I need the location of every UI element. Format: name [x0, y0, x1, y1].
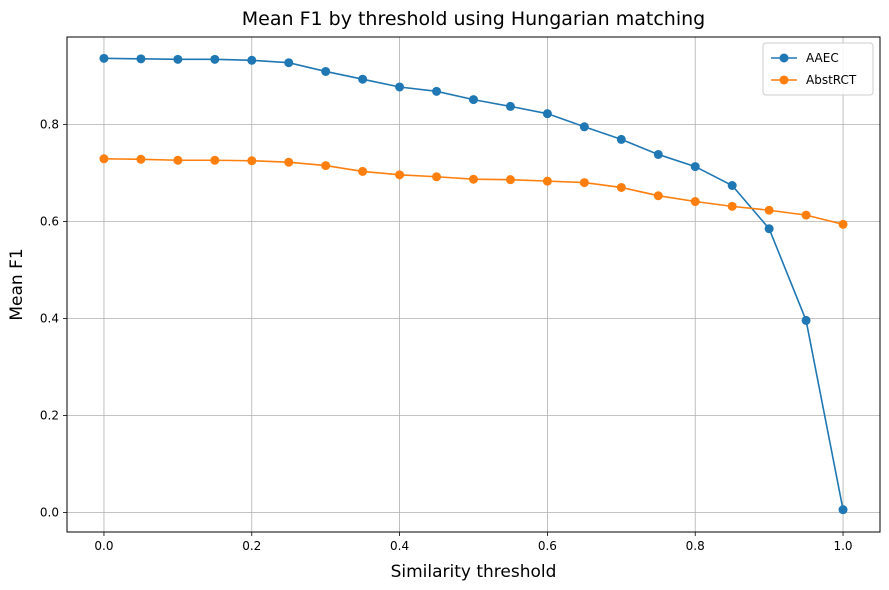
data-point — [210, 155, 220, 165]
legend-label: AbstRCT — [806, 73, 857, 87]
data-point — [801, 210, 811, 220]
data-point — [99, 53, 109, 63]
data-point — [653, 149, 663, 159]
legend-label: AAEC — [806, 51, 839, 65]
data-point — [173, 54, 183, 64]
data-point — [579, 178, 589, 188]
data-point — [616, 134, 626, 144]
data-point — [469, 174, 478, 184]
data-point — [764, 224, 774, 234]
y-axis-label: Mean F1 — [7, 248, 27, 320]
data-point — [616, 182, 626, 192]
data-point — [136, 154, 146, 164]
y-tick-label: 0.6 — [40, 214, 59, 228]
legend-marker-swatch — [779, 53, 789, 63]
grid-lines — [67, 37, 880, 532]
data-point — [542, 176, 552, 186]
y-tick-label: 0.8 — [40, 117, 59, 131]
series-group — [99, 53, 848, 515]
data-point — [358, 166, 368, 176]
data-point — [542, 109, 552, 119]
y-tick-label: 0.4 — [40, 311, 59, 325]
data-point — [321, 161, 331, 171]
chart-title: Mean F1 by threshold using Hungarian mat… — [242, 8, 705, 30]
y-tick-label: 0.0 — [40, 506, 59, 520]
data-point — [579, 122, 589, 132]
data-point — [432, 86, 442, 96]
data-point — [432, 172, 442, 182]
x-tick-label: 1.0 — [833, 539, 852, 553]
legend-box — [762, 42, 874, 96]
x-axis-label: Similarity threshold — [391, 562, 557, 582]
data-point — [284, 157, 294, 167]
data-point — [838, 219, 848, 229]
data-point — [395, 170, 405, 180]
data-point — [838, 505, 848, 515]
data-point — [284, 58, 294, 68]
x-tick-label: 0.2 — [242, 539, 261, 553]
data-point — [136, 54, 146, 64]
data-point — [690, 197, 700, 207]
data-point — [727, 201, 737, 211]
data-point — [505, 101, 515, 111]
data-point — [321, 66, 331, 76]
data-point — [505, 175, 515, 185]
data-point — [358, 74, 368, 84]
series-aaec — [99, 53, 848, 515]
plot-area-frame — [66, 36, 881, 533]
data-point — [395, 82, 405, 92]
series-abstrct — [99, 154, 848, 229]
data-point — [247, 55, 257, 65]
data-point — [210, 54, 220, 64]
x-tick-label: 0.8 — [686, 539, 705, 553]
x-tick-label: 0.4 — [390, 539, 409, 553]
data-point — [801, 315, 811, 325]
data-point — [653, 191, 663, 201]
data-point — [469, 95, 478, 105]
legend: AAEC AbstRCT — [762, 42, 874, 96]
legend-marker-swatch — [779, 75, 789, 85]
data-point — [247, 156, 257, 166]
y-tick-label: 0.2 — [40, 409, 59, 423]
axis-ticks: 0.0 0.2 0.4 0.6 0.8 1.0 0.0 0.2 0.4 0.6 0.8 — [40, 117, 853, 553]
data-point — [690, 162, 700, 172]
x-tick-label: 0.0 — [94, 539, 113, 553]
x-tick-label: 0.6 — [538, 539, 557, 553]
data-point — [727, 181, 737, 190]
data-point — [173, 155, 183, 165]
data-point — [99, 154, 109, 164]
data-point — [764, 205, 774, 215]
